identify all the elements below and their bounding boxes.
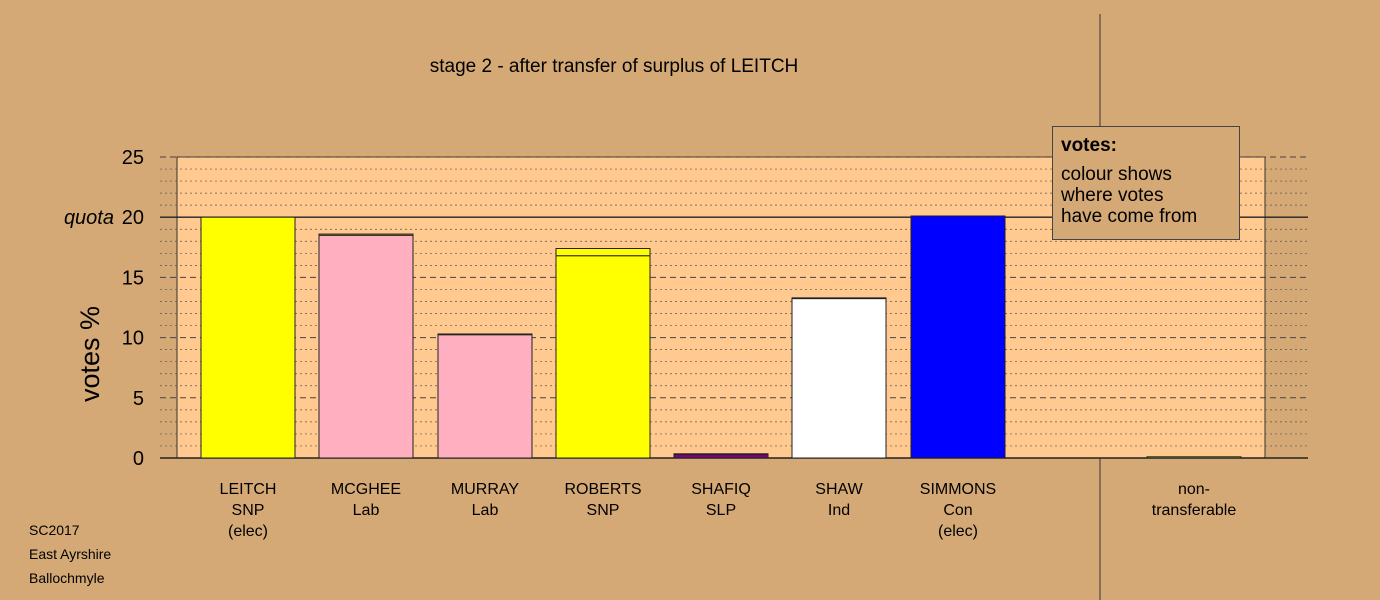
legend-line-2: where votes xyxy=(1061,185,1164,206)
x-tick-label: SNP xyxy=(232,502,265,519)
x-tick-label: MCGHEE xyxy=(331,481,401,498)
y-tick-label: 25 xyxy=(122,147,144,169)
x-tick-label: Lab xyxy=(353,502,380,519)
legend-line-1: colour shows xyxy=(1061,164,1172,185)
footer-code: SC2017 xyxy=(29,522,80,538)
bar-segment xyxy=(437,334,533,459)
bar-segment xyxy=(1146,456,1242,459)
y-tick-label: 10 xyxy=(122,328,144,350)
x-tick-label: ROBERTS xyxy=(564,481,641,498)
legend-heading: votes: xyxy=(1061,135,1117,156)
x-tick-label: transferable xyxy=(1152,502,1237,519)
x-tick-label: (elec) xyxy=(938,523,978,540)
x-tick-label: Ind xyxy=(828,502,850,519)
x-tick-label: MURRAY xyxy=(451,481,519,498)
bar-segment xyxy=(200,216,296,459)
x-tick-label: Con xyxy=(943,502,972,519)
x-tick-label: LEITCH xyxy=(220,481,277,498)
y-axis-title: votes % xyxy=(75,306,105,402)
bar-segment xyxy=(318,233,414,236)
legend-line-3: have come from xyxy=(1061,206,1198,227)
bar-segment xyxy=(910,215,1006,459)
x-tick-label: SHAFIQ xyxy=(691,481,751,498)
x-tick-label: SIMMONS xyxy=(920,481,996,498)
y-tick-label: 0 xyxy=(133,448,144,470)
bar-segment xyxy=(318,234,414,459)
bar-segment xyxy=(673,453,769,456)
y-tick-label: 15 xyxy=(122,267,144,289)
y-tick-label: 5 xyxy=(133,388,144,410)
bar-segment xyxy=(555,248,651,257)
legend-box: votes: colour shows where votes have com… xyxy=(1052,126,1240,240)
x-tick-label: SNP xyxy=(587,502,620,519)
footer-ward: Ballochmyle xyxy=(29,570,105,586)
x-tick-label: Lab xyxy=(472,502,499,519)
x-tick-label: SHAW xyxy=(815,481,863,498)
x-tick-label: non- xyxy=(1178,481,1210,498)
bar-segment xyxy=(791,297,887,300)
chart-title: stage 2 - after transfer of surplus of L… xyxy=(430,56,799,77)
quota-label: quota xyxy=(64,207,114,229)
x-tick-label: (elec) xyxy=(228,523,268,540)
bar-segment xyxy=(437,333,533,336)
y-tick-label: 20 xyxy=(122,207,144,229)
bar-segment xyxy=(555,255,651,459)
footer-council: East Ayrshire xyxy=(29,546,112,562)
x-tick-label: SLP xyxy=(706,502,736,519)
bar-segment xyxy=(791,297,887,459)
